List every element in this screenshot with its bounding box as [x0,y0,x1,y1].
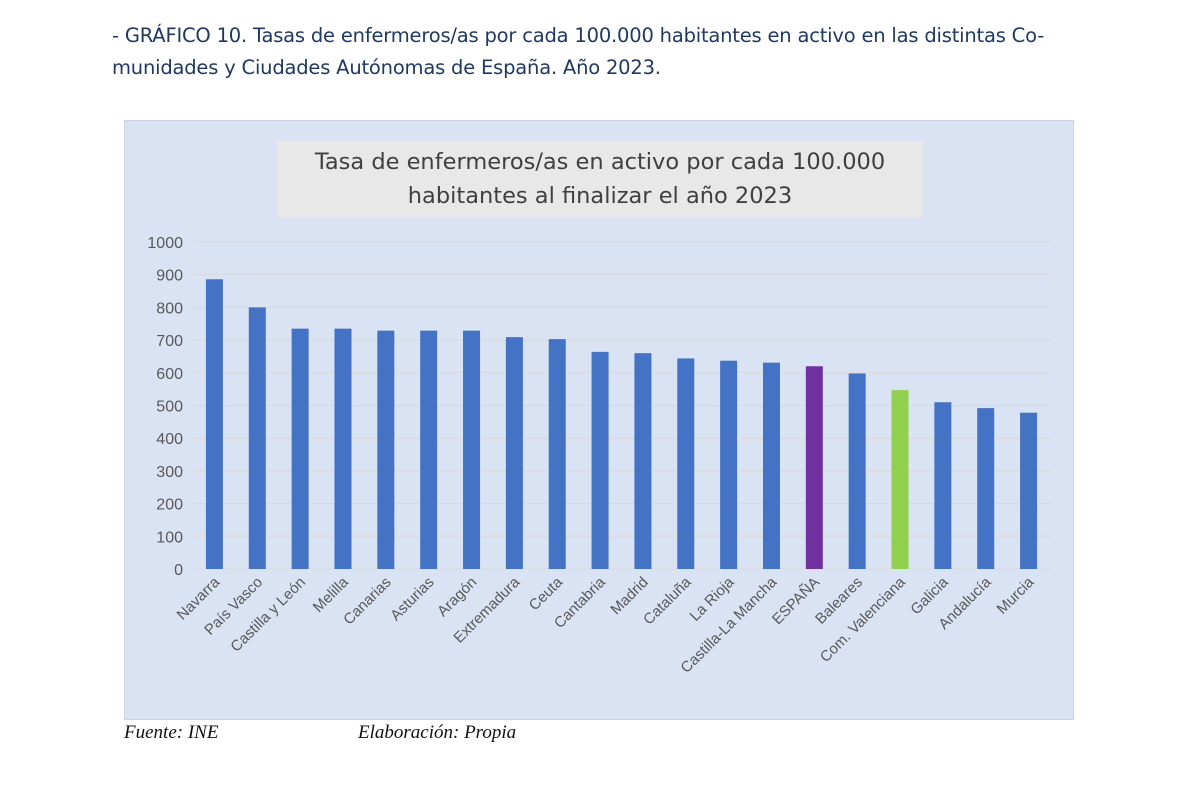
x-category-label: Asturias [387,574,437,624]
bar [677,358,695,569]
bar [934,402,952,569]
heading-line-2: munidades y Ciudades Autónomas de España… [112,56,661,79]
source-note: Fuente: INE [124,722,219,743]
bar [291,328,309,569]
y-tick-label: 700 [156,333,183,350]
y-tick-label: 200 [156,497,183,514]
y-tick-label: 500 [156,399,183,416]
chart-title-box: Tasa de enfermeros/as en activo por cada… [277,141,923,217]
y-axis-ticks: 0 100 200 300 400 500 600 700 800 900 1000 [147,235,183,579]
y-tick-label: 100 [156,529,183,546]
bar [805,366,823,569]
chart-title-line-1: Tasa de enfermeros/as en activo por cada… [314,149,886,175]
y-tick-label: 600 [156,366,183,383]
bar [591,351,609,569]
gridlines [193,241,1050,570]
bar [205,279,223,569]
document-heading: - GRÁFICO 10. Tasas de enfermeros/as por… [112,20,1102,84]
bar [463,330,481,569]
bar-chart: 0 100 200 300 400 500 600 700 800 900 1000 Navarra… [147,235,1050,677]
y-tick-label: 900 [156,268,183,285]
bar [420,330,438,569]
chart-panel: 0 100 200 300 400 500 600 700 800 900 1000 Navarra… [124,120,1074,720]
bar [248,307,266,569]
bar [1020,412,1038,569]
y-tick-label: 300 [156,464,183,481]
x-category-label: Ceuta [526,573,567,614]
x-category-label: Cataluña [640,573,695,628]
bar [977,408,995,569]
x-category-label: Canarias [340,574,394,628]
y-tick-label: 400 [156,431,183,448]
bar [848,373,866,569]
bar [334,328,352,569]
credit-note: Elaboración: Propia [358,722,517,743]
bar [548,339,566,569]
y-tick-label: 800 [156,300,183,317]
bar [762,362,780,569]
bar [891,390,909,569]
bar [720,360,738,569]
x-category-label: Murcia [994,573,1038,617]
x-category-label: Castilla y León [227,574,309,656]
y-tick-label: 1000 [147,235,183,252]
bars [205,279,1038,569]
bar [377,330,395,569]
y-tick-label: 0 [174,562,183,579]
chart-title: Tasa de enfermeros/as en activo por cada… [277,145,923,213]
chart-title-line-2: habitantes al finalizar el año 2023 [407,183,793,209]
bar [505,337,523,569]
bar [634,353,652,569]
heading-line-1: - GRÁFICO 10. Tasas de enfermeros/as por… [112,24,1045,47]
source-line: Fuente: INE Elaboración: Propia [124,722,1024,750]
